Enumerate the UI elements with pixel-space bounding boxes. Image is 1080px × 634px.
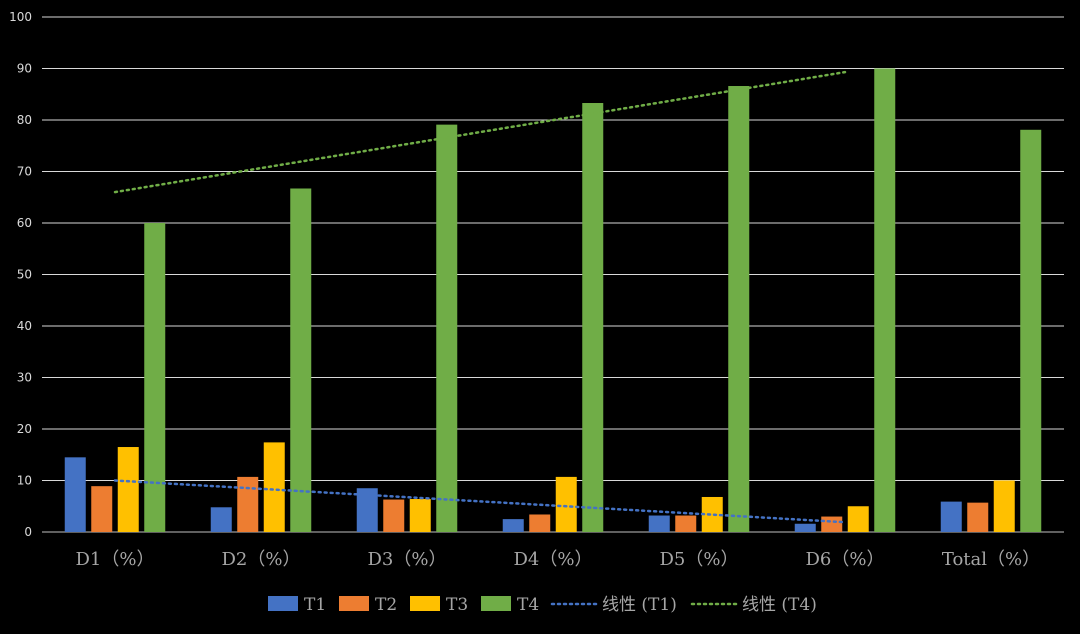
trendline-t1 — [113, 479, 847, 524]
bar-t3-2 — [263, 442, 285, 532]
bar-t1-6 — [794, 523, 816, 532]
x-tick-label: D1（%） — [76, 549, 155, 570]
bar-t4-5 — [728, 86, 750, 532]
legend-swatch — [410, 596, 440, 611]
bar-t3-4 — [555, 476, 577, 532]
legend-swatch — [268, 596, 298, 611]
bar-t2-1 — [91, 486, 113, 532]
legend-label: 线性 (T4) — [742, 595, 817, 615]
legend-item: T4 — [481, 595, 539, 615]
bar-t4-6 — [874, 68, 896, 532]
y-tick-label: 0 — [24, 525, 32, 539]
legend-item: T3 — [410, 595, 468, 615]
y-tick-label: 90 — [17, 62, 32, 76]
y-tick-label: 70 — [17, 165, 32, 179]
y-tick-label: 40 — [17, 319, 32, 333]
y-tick-label: 100 — [9, 10, 32, 24]
y-tick-label: 80 — [17, 113, 32, 127]
legend-item: T2 — [339, 595, 397, 615]
legend-label: T1 — [304, 595, 326, 615]
bar-t2-5 — [675, 515, 697, 532]
y-tick-label: 10 — [17, 474, 32, 488]
gridlines — [42, 16, 1064, 533]
legend-label: T4 — [517, 595, 539, 615]
x-tick-label: D3（%） — [368, 549, 447, 570]
bar-t3-3 — [409, 499, 431, 532]
bars — [64, 68, 1042, 532]
bar-t3-7 — [993, 480, 1015, 532]
x-tick-label: Total（%） — [942, 549, 1040, 570]
bar-t1-7 — [940, 501, 962, 532]
bar-t4-1 — [144, 223, 166, 532]
bar-t3-1 — [117, 447, 139, 532]
x-tick-label: D4（%） — [514, 549, 593, 570]
x-tick-label: D6（%） — [806, 549, 885, 570]
legend-item: T1 — [268, 595, 326, 615]
legend-label: T3 — [446, 595, 468, 615]
bar-t4-7 — [1020, 129, 1042, 532]
legend-label: T2 — [375, 595, 397, 615]
bar-t2-2 — [237, 476, 259, 532]
bar-t3-5 — [701, 496, 723, 532]
bar-t1-1 — [64, 457, 86, 532]
bar-t2-7 — [967, 502, 989, 532]
bar-t1-2 — [210, 507, 232, 532]
y-axis: 0 10 20 30 40 50 60 70 80 90 100 — [9, 10, 32, 539]
bar-t1-3 — [356, 488, 378, 532]
x-tick-label: D2（%） — [222, 549, 301, 570]
y-tick-label: 60 — [17, 216, 32, 230]
legend-swatch — [339, 596, 369, 611]
legend-item: 线性 (T1) — [550, 595, 677, 615]
bar-t2-4 — [529, 514, 551, 532]
y-tick-label: 50 — [17, 268, 32, 282]
bar-t1-5 — [648, 515, 670, 532]
bar-t2-3 — [383, 499, 405, 532]
bar-t4-4 — [582, 103, 604, 532]
y-tick-label: 30 — [17, 371, 32, 385]
trendlines — [113, 70, 847, 524]
x-tick-label: D5（%） — [660, 549, 739, 570]
bar-t4-2 — [290, 188, 312, 532]
legend-swatch — [481, 596, 511, 611]
x-axis: D1（%） D2（%） D3（%） D4（%） D5（%） D6（%） Total（%） — [76, 549, 1041, 570]
legend-label: 线性 (T1) — [602, 595, 677, 615]
bar-t1-4 — [502, 519, 524, 532]
bar-t2-6 — [821, 516, 843, 532]
legend-item: 线性 (T4) — [690, 595, 817, 615]
legend: T1 T2 T3 T4 线性 (T1) 线性 (T4) — [268, 595, 817, 615]
y-tick-label: 20 — [17, 422, 32, 436]
bar-t3-6 — [847, 506, 869, 532]
bar-t4-3 — [436, 124, 458, 532]
